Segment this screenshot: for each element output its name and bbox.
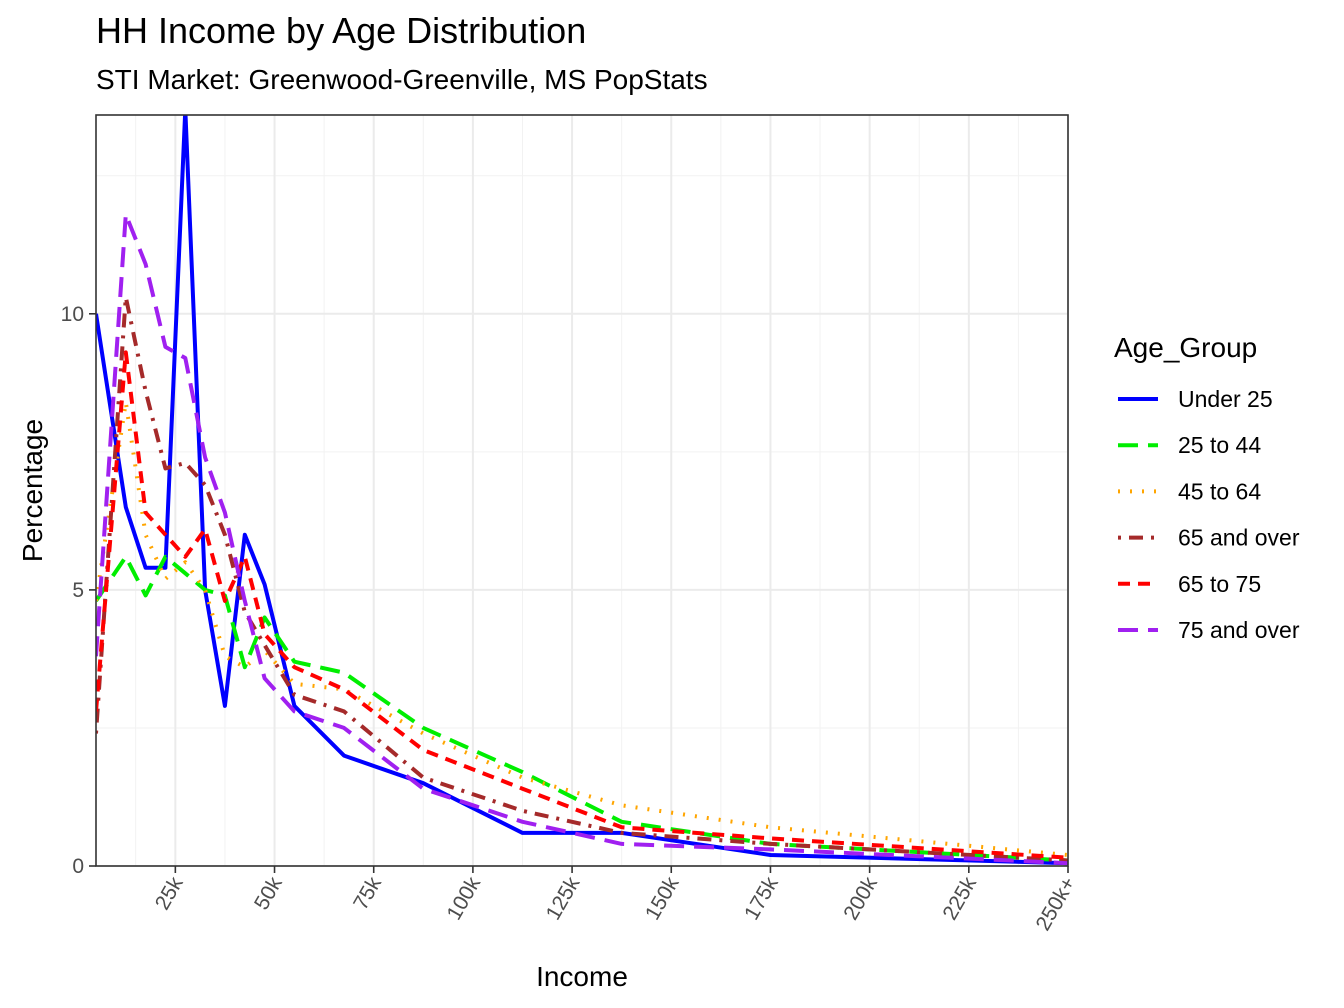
series-lines: [96, 115, 1068, 866]
x-tick-label: 25k: [151, 873, 188, 914]
legend-label-45-to-64: 45 to 64: [1178, 478, 1261, 504]
series-line-65-to-75: [96, 350, 1068, 860]
series-line-25-to-44: [96, 554, 1068, 863]
x-tick-label: 150k: [641, 873, 684, 924]
legend-item-45-to-64: 45 to 64: [1118, 478, 1261, 504]
legend-label-25-to-44: 25 to 44: [1178, 432, 1261, 458]
legend-title: Age_Group: [1114, 332, 1257, 363]
x-tick-label: 50k: [250, 873, 287, 914]
series-line-65-and-over: [96, 295, 1068, 863]
x-tick-label: 175k: [740, 873, 783, 924]
legend-label-75-and-over: 75 and over: [1178, 617, 1300, 643]
legend-label-65-to-75: 65 to 75: [1178, 571, 1261, 597]
y-tick-label: 0: [72, 855, 84, 878]
series-line-75-and-over: [96, 212, 1068, 866]
series-line-under-25: [96, 115, 1068, 866]
x-tick-label: 200k: [839, 873, 882, 924]
panel-border: [95, 114, 1069, 867]
legend-label-under-25: Under 25: [1178, 386, 1273, 412]
x-axis-title: Income: [536, 961, 628, 992]
y-axis-title: Percentage: [17, 419, 48, 562]
legend-item-65-to-75: 65 to 75: [1118, 571, 1261, 597]
y-tick-label: 10: [61, 303, 84, 326]
axes: 25k 50k 75k 100k 125k 150k 175k 200k 225k 250k+ 0 5…: [61, 303, 1081, 935]
chart-title: HH Income by Age Distribution: [96, 10, 587, 51]
series-line-45-to-64: [96, 400, 1068, 857]
x-tick-label: 75k: [349, 873, 386, 914]
grid: [96, 115, 1069, 867]
legend-item-25-to-44: 25 to 44: [1118, 432, 1261, 458]
y-tick-label: 5: [72, 579, 84, 602]
legend: Age_Group Under 25 25 to 44 45 to 64 65 and…: [1114, 332, 1300, 643]
x-tick-label: 225k: [938, 873, 981, 924]
x-tick-label: 125k: [542, 873, 585, 924]
x-tick-label: 100k: [443, 873, 486, 924]
x-tick-label: 250k+: [1032, 873, 1081, 935]
legend-item-75-and-over: 75 and over: [1118, 617, 1300, 643]
legend-item-under-25: Under 25: [1118, 386, 1273, 412]
chart-subtitle: STI Market: Greenwood-Greenville, MS Pop…: [96, 64, 708, 95]
legend-label-65-and-over: 65 and over: [1178, 525, 1300, 551]
legend-item-65-and-over: 65 and over: [1118, 525, 1300, 551]
